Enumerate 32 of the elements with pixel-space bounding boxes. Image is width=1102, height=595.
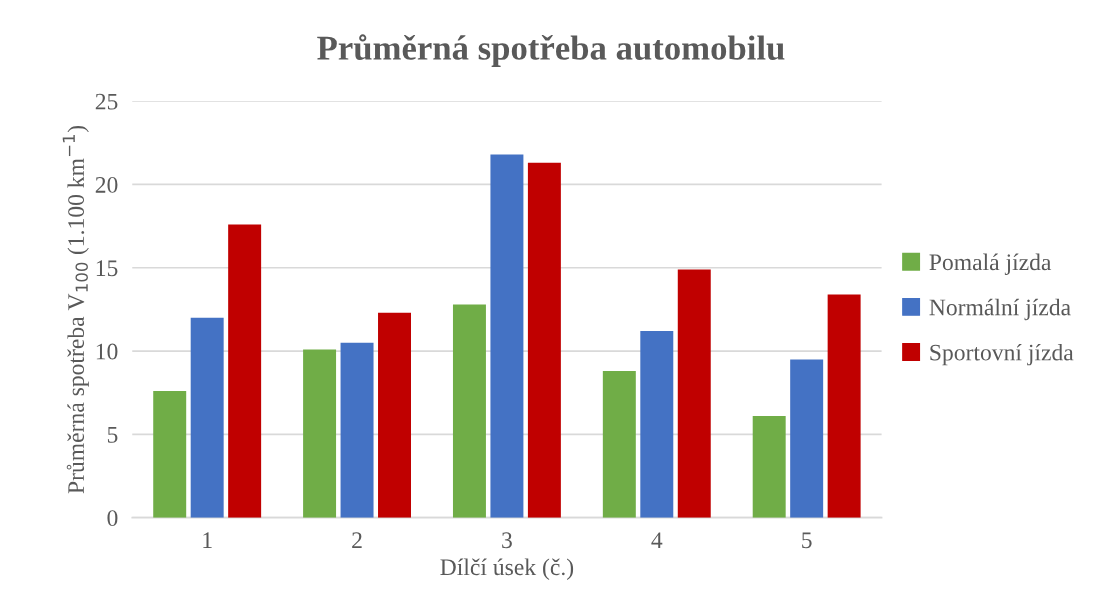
legend-label: Normální jízda [929,298,1071,321]
x-tick-label: 2 [352,532,362,548]
bar [790,359,824,518]
legend-label: Pomalá jízda [929,253,1052,276]
x-axis-title: Dílčí úsek (č.) [440,558,574,580]
bar [190,317,224,518]
y-tick-label: 15 [96,260,118,277]
x-tick-label: 5 [802,532,812,549]
y-tick-label: 0 [107,510,118,527]
bar [153,391,187,518]
bar [452,304,486,518]
bar [602,371,636,518]
y-axis-title: Průměrná spotřeba V$_{100}$ (1.100 km$^{−1}$) [62,125,89,494]
bar [827,294,861,518]
y-tick-label: 20 [95,176,118,193]
chart-title: Průměrná spotřeba automobilu [317,34,785,67]
y-tick-label: 10 [96,343,118,360]
bar [303,349,337,518]
x-tick-label: 4 [651,532,663,548]
bar [228,224,262,518]
x-tick-label: 3 [502,532,512,549]
bar [752,416,786,518]
bar [378,312,411,518]
bar [490,154,524,518]
bar [527,162,561,518]
bar [340,342,374,518]
bar [640,331,674,518]
y-tick-label: 5 [107,427,118,443]
bar [677,269,711,518]
legend-label: Sportovní jízda [930,343,1074,366]
y-tick-label: 25 [95,93,118,110]
x-tick-label: 1 [203,532,212,548]
